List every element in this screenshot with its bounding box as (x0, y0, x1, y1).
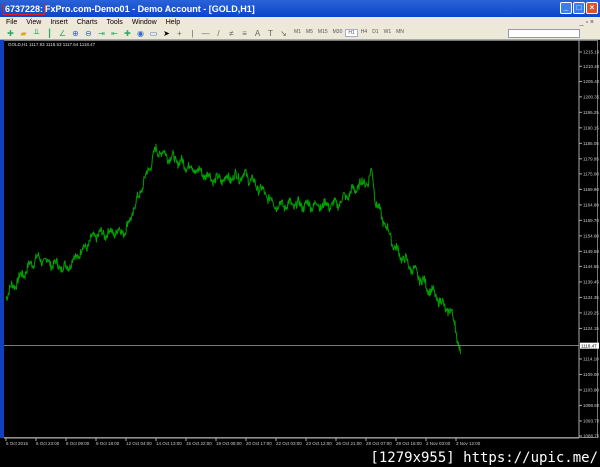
close-button[interactable]: × (586, 2, 598, 14)
x-tick-label: 20 Oct 17:00 (246, 441, 272, 446)
indicators-icon[interactable]: ✚ (124, 28, 131, 38)
y-tick-label: 1185.05 (583, 141, 599, 146)
y-tick-label: 1175.00 (583, 171, 599, 176)
x-tick-label: 28 Oct 07:00 (366, 441, 392, 446)
open-folder-icon[interactable]: ▰ (20, 28, 27, 38)
y-tick-label: 1093.70 (583, 418, 600, 423)
label-icon[interactable]: T (268, 28, 273, 38)
y-tick-label: 1169.90 (583, 187, 599, 192)
y-tick-label: 1190.15 (583, 125, 599, 130)
y-tick-label: 1154.60 (583, 233, 599, 238)
autoscroll-icon[interactable]: ⇥ (98, 28, 105, 38)
arrows-icon[interactable]: ↘ (280, 28, 287, 38)
y-tick-label: 1210.40 (583, 64, 600, 69)
mdi-controls[interactable]: _ ▫ × (579, 18, 594, 26)
timeframe-m5[interactable]: M5 (305, 29, 313, 35)
current-price-label: 1118.47 (581, 343, 597, 348)
candle-chart-icon[interactable]: ┃ (47, 28, 52, 38)
y-tick-label: 1159.70 (583, 218, 599, 223)
y-tick-label: 1103.90 (583, 387, 599, 392)
line-chart-icon[interactable]: ∠ (58, 28, 67, 38)
y-tick-label: 1215.10 (583, 50, 600, 55)
menu-insert[interactable]: Insert (50, 18, 68, 26)
periods-icon[interactable]: ◉ (137, 28, 144, 38)
chart-info: GOLD,H1 1117.93 1118.53 1117.64 1118.47 (8, 42, 96, 47)
y-tick-label: 1139.45 (583, 279, 599, 284)
y-tick-label: 1195.25 (583, 110, 599, 115)
y-tick-label: 1124.15 (583, 326, 599, 331)
y-tick-label: 1205.40 (583, 79, 600, 84)
text-icon[interactable]: A (254, 28, 261, 38)
menu-window[interactable]: Window (131, 18, 157, 26)
y-tick-label: 1134.35 (583, 295, 599, 300)
y-tick-label: 1109.00 (583, 372, 599, 377)
x-tick-label: 12 Oct 04:00 (126, 441, 152, 446)
x-tick-label: 2 Nov 03:00 (426, 441, 451, 446)
timeframe-mn[interactable]: MN (396, 29, 404, 35)
y-tick-label: 1129.25 (583, 310, 599, 315)
menu-tools[interactable]: Tools (106, 18, 123, 26)
x-tick-label: 26 Oct 21:00 (336, 441, 362, 446)
timeframe-h1[interactable]: H1 (345, 29, 358, 37)
x-tick-label: 23 Oct 12:00 (306, 441, 332, 446)
maximize-button[interactable]: □ (573, 2, 585, 14)
y-tick-label: 1164.80 (583, 202, 599, 207)
zoom-out-icon[interactable]: ⊖ (85, 28, 92, 38)
x-tick-label: 3 Nov 12:00 (456, 441, 481, 446)
timeframe-m15[interactable]: M15 (317, 29, 328, 35)
price-series (5, 143, 461, 355)
menu-file[interactable]: File (6, 18, 18, 26)
timeframe-h4[interactable]: H4 (360, 29, 368, 35)
search-input[interactable] (508, 28, 580, 38)
bar-chart-icon[interactable]: ╨ (33, 28, 40, 38)
horizontal-line-icon[interactable]: — (201, 28, 210, 38)
zoom-in-icon[interactable]: ⊕ (72, 28, 79, 38)
vertical-line-icon[interactable]: | (191, 28, 194, 38)
y-tick-label: 1088.75 (583, 434, 600, 439)
timeframe-d1[interactable]: D1 (372, 29, 379, 35)
x-tick-label: 15 Oct 22:00 (186, 441, 212, 446)
cursor-icon[interactable]: ➤ (163, 28, 170, 38)
y-tick-label: 1114.10 (583, 356, 599, 361)
menu-view[interactable]: View (26, 18, 42, 26)
y-tick-label: 1149.50 (583, 249, 599, 254)
fibonacci-icon[interactable]: ≡ (242, 28, 247, 38)
x-tick-label: 5 Oct 2015 (6, 441, 29, 446)
x-tick-label: 19 Oct 08:00 (216, 441, 242, 446)
crosshair-icon[interactable]: + (177, 28, 182, 38)
x-tick-label: 9 Oct 18:00 (96, 441, 120, 446)
channel-icon[interactable]: ≠ (229, 28, 234, 38)
trendline-icon[interactable]: / (217, 28, 220, 38)
menu-help[interactable]: Help (165, 18, 181, 26)
x-tick-label: 29 Oct 16:00 (396, 441, 422, 446)
window-title: FxPro.com-Demo01 - Demo Account - [GOLD,… (45, 3, 255, 14)
watermark: [1279x955] https://upic.me/ (370, 450, 598, 466)
title-bar: 6737228: FxPro.com-Demo01 - Demo Account… (0, 0, 600, 17)
y-tick-label: 1144.55 (583, 264, 599, 269)
x-tick-label: 6 Oct 23:00 (36, 441, 60, 446)
timeframe-m1[interactable]: M1 (294, 29, 301, 35)
timeframe-w1[interactable]: W1 (383, 29, 392, 35)
y-tick-label: 1098.80 (583, 403, 600, 408)
y-tick-label: 1200.35 (583, 94, 600, 99)
current-price-marker (580, 342, 599, 349)
y-tick-label: 1179.95 (583, 156, 599, 161)
menu-bar: File View Insert Charts Tools Window Help _ ▫ × (0, 17, 600, 27)
minimize-button[interactable]: _ (560, 2, 572, 14)
account-number: 6737228: (3, 2, 46, 15)
x-tick-label: 8 Oct 09:00 (66, 441, 90, 446)
toolbar: ✚ ▰ ╨ ┃ ∠ ⊕ ⊖ ⇥ ⇤ ✚ ◉ ▭ ➤ + | — / ≠ ≡ A … (0, 27, 600, 40)
new-chart-icon[interactable]: ✚ (7, 28, 14, 38)
menu-charts[interactable]: Charts (76, 18, 98, 26)
x-tick-label: 14 Oct 13:00 (156, 441, 182, 446)
chart-shift-icon[interactable]: ⇤ (111, 28, 118, 38)
templates-icon[interactable]: ▭ (149, 28, 158, 38)
timeframe-m30[interactable]: M30 (332, 29, 343, 35)
x-tick-label: 22 Oct 03:00 (276, 441, 302, 446)
window-edge (0, 40, 4, 438)
